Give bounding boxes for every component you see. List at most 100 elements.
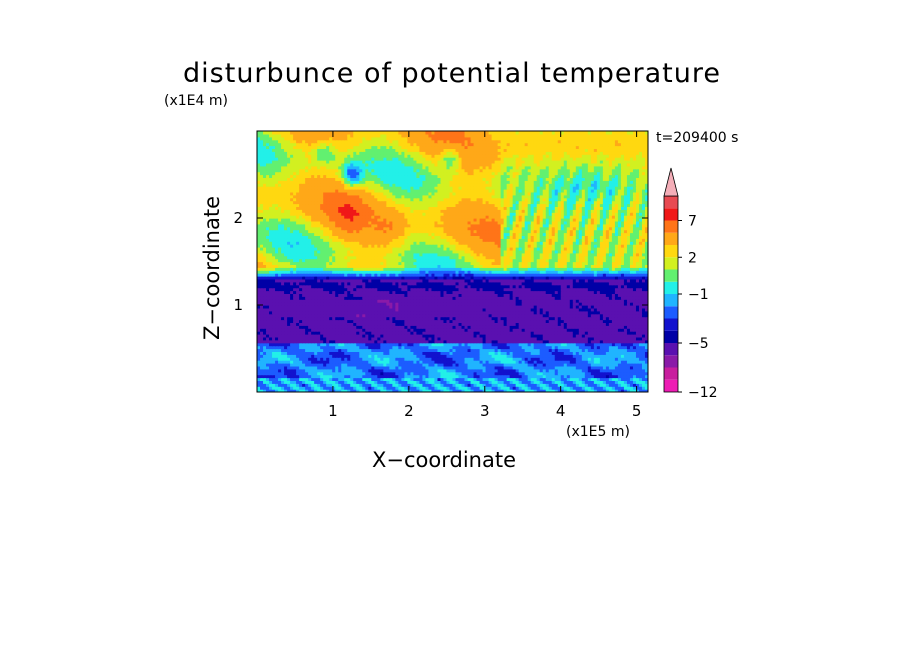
contour-cell [359, 281, 363, 286]
contour-cell [458, 313, 463, 318]
contour-cell [635, 281, 640, 286]
contour-cell [428, 328, 433, 332]
contour-cell [545, 354, 550, 358]
contour-cell [356, 316, 360, 321]
contour-cell [602, 342, 607, 347]
contour-cell [497, 334, 502, 338]
contour-cell [443, 319, 448, 323]
contour-cell [611, 377, 616, 381]
contour-cell [377, 357, 381, 361]
contour-cell [326, 307, 330, 312]
contour-cell [299, 354, 303, 358]
contour-cell [431, 345, 436, 350]
contour-cell [461, 345, 466, 350]
contour-cell [593, 302, 598, 306]
contour-cell [476, 307, 481, 312]
contour-cell [299, 351, 303, 355]
contour-cell [548, 371, 553, 376]
contour-cell [518, 305, 523, 309]
contour-cell [377, 339, 381, 344]
contour-cell [353, 368, 357, 373]
contour-cell [452, 371, 457, 376]
contour-cell [332, 348, 336, 352]
contour-cell [485, 313, 490, 318]
contour-cell [524, 386, 529, 390]
contour-cell [434, 307, 439, 312]
contour-cell [599, 299, 604, 303]
contour-cell [488, 307, 493, 312]
contour-cell [335, 310, 339, 315]
contour-cell [377, 284, 381, 289]
contour-cell [395, 328, 399, 332]
contour-cell [602, 368, 607, 373]
contour-cell [320, 328, 324, 332]
contour-cell [314, 377, 318, 381]
contour-cell [563, 339, 568, 344]
contour-cell [584, 316, 589, 321]
contour-cell [380, 299, 384, 303]
contour-cell [446, 284, 451, 289]
contour-cell [275, 386, 279, 390]
contour-cell [620, 377, 625, 381]
contour-cell [317, 377, 321, 381]
contour-cell [461, 365, 466, 370]
contour-cell [482, 328, 487, 332]
contour-cell [533, 334, 538, 338]
contour-cell [497, 351, 502, 355]
contour-cell [272, 331, 276, 335]
contour-cell [419, 339, 424, 344]
contour-cell [602, 380, 607, 384]
contour-cell [449, 357, 454, 361]
contour-cell [626, 319, 631, 323]
contour-cell [368, 368, 372, 373]
contour-cell [329, 374, 333, 379]
contour-cell [275, 354, 279, 358]
contour-cell [473, 386, 478, 390]
contour-cell [551, 360, 556, 364]
contour-cell [542, 363, 547, 367]
contour-cell [578, 322, 583, 326]
contour-cell [356, 348, 360, 352]
contour-cell [635, 322, 640, 326]
contour-cell [329, 357, 333, 361]
contour-cell [398, 287, 402, 292]
contour-cell [626, 363, 631, 367]
contour-cell [632, 334, 637, 338]
contour-cell [545, 313, 550, 318]
contour-cell [620, 284, 625, 289]
contour-cell [503, 357, 508, 361]
contour-cell [398, 348, 402, 352]
contour-cell [641, 319, 646, 323]
contour-cell [497, 345, 502, 350]
contour-cell [263, 278, 267, 283]
contour-cell [503, 383, 508, 387]
contour-cell [452, 331, 457, 335]
contour-cell [338, 296, 342, 300]
contour-cell [539, 322, 544, 326]
contour-cell [599, 371, 604, 376]
contour-cell [560, 383, 565, 387]
contour-cell [383, 293, 387, 297]
contour-cell [392, 339, 396, 344]
contour-cell [350, 348, 354, 352]
contour-cell [326, 325, 330, 329]
contour-cell [611, 389, 616, 392]
contour-cell [263, 371, 267, 376]
contour-cell [497, 305, 502, 309]
contour-cell [587, 293, 592, 297]
contour-cell [332, 287, 336, 292]
contour-cell [533, 305, 538, 309]
contour-cell [374, 313, 378, 318]
contour-cell [410, 351, 414, 355]
contour-cell [542, 299, 547, 303]
contour-cell [560, 290, 565, 294]
contour-cell [284, 284, 288, 289]
contour-cell [260, 365, 264, 370]
contour-cell [539, 342, 544, 347]
contour-cell [347, 386, 351, 390]
contour-cell [356, 336, 360, 341]
contour-cell [599, 345, 604, 350]
contour-cell [470, 313, 475, 318]
contour-cell [485, 383, 490, 387]
contour-cell [395, 354, 399, 358]
